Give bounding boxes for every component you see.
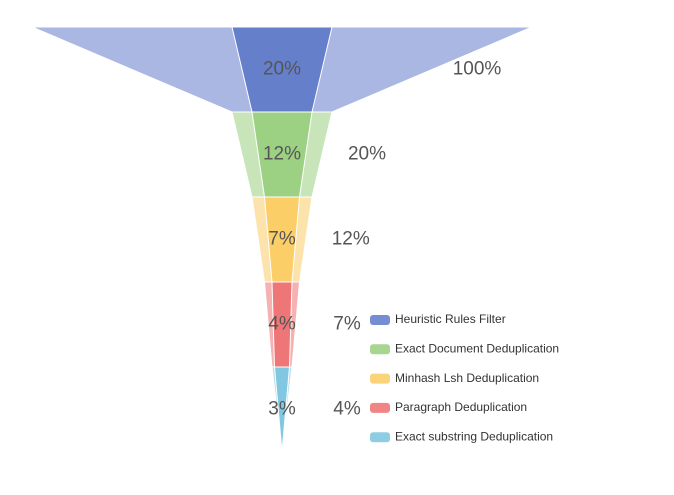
legend-swatch[interactable] xyxy=(370,315,390,325)
value-label: 7% xyxy=(268,229,296,250)
value-label: 4% xyxy=(333,399,361,420)
legend-label[interactable]: Exact Document Deduplication xyxy=(395,341,559,355)
value-label: 20% xyxy=(348,144,386,165)
value-label: 12% xyxy=(263,144,301,165)
legend-label[interactable]: Paragraph Deduplication xyxy=(395,400,527,414)
funnel-segment xyxy=(273,366,291,453)
value-label: 100% xyxy=(453,59,502,80)
legend-swatch[interactable] xyxy=(370,344,390,355)
legend-swatch[interactable] xyxy=(370,373,390,384)
legend-label[interactable]: Exact substring Deduplication xyxy=(395,429,553,443)
value-label: 12% xyxy=(332,229,370,250)
legend-label[interactable]: Minhash Lsh Deduplication xyxy=(395,371,539,385)
legend-label[interactable]: Heuristic Rules Filter xyxy=(395,312,506,326)
value-label: 20% xyxy=(263,59,301,80)
value-label: 7% xyxy=(333,314,361,335)
value-label: 3% xyxy=(268,399,296,420)
value-label: 4% xyxy=(268,314,296,335)
legend-swatch[interactable] xyxy=(370,402,390,413)
legend-swatch[interactable] xyxy=(370,432,390,443)
